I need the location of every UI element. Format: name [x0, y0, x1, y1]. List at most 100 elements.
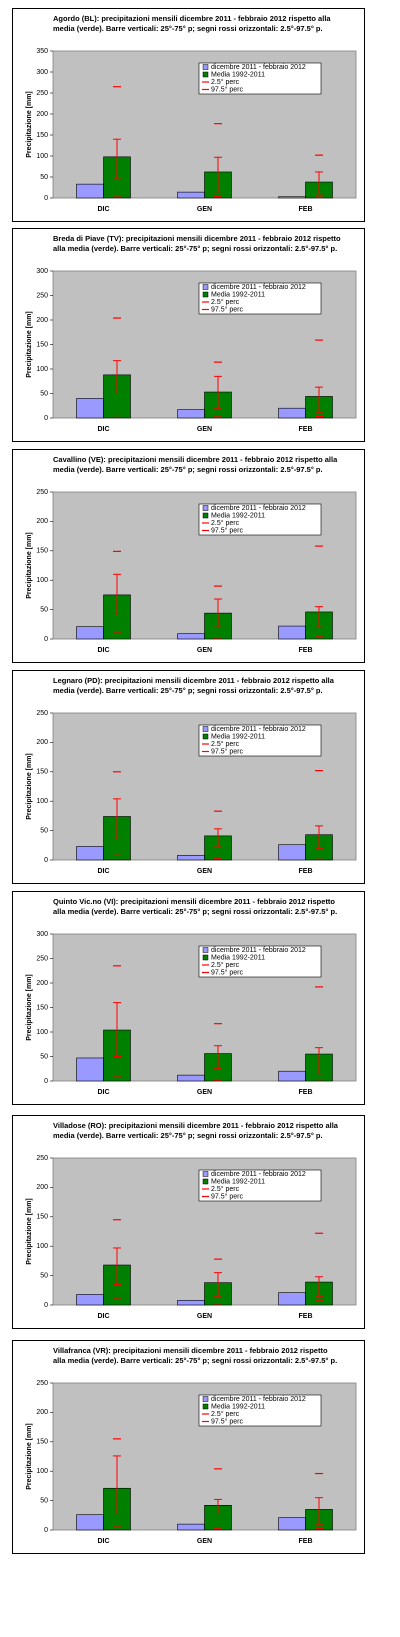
y-tick-label: 100: [36, 1243, 48, 1250]
bar: [76, 1514, 104, 1531]
x-tick-label: FEB: [299, 426, 313, 433]
y-tick-label: 250: [36, 1155, 48, 1162]
y-tick-label: 100: [36, 798, 48, 805]
y-tick-label: 250: [36, 710, 48, 717]
y-axis-label: Precipitazione [mm]: [26, 753, 33, 820]
chart-panel: 0 50 100 150 200 250 Precipitazione [mm] DIC GEN…: [12, 1115, 365, 1329]
bar: [76, 1294, 104, 1306]
bar: [76, 846, 104, 861]
legend: [198, 1169, 322, 1202]
y-tick-label: 150: [36, 132, 48, 139]
legend-label: dicembre 2011 - febbraio 2012: [211, 284, 306, 291]
bar: [177, 1074, 205, 1082]
x-tick-label: FEB: [299, 868, 313, 875]
chart-panel: 0 50 100 150 200 250 Precipitazione [mm] DIC GEN…: [12, 670, 365, 884]
y-tick-label: 50: [40, 390, 48, 397]
legend-swatch: [202, 1171, 209, 1177]
y-tick-label: 300: [36, 268, 48, 275]
y-tick-label: 0: [44, 1527, 48, 1534]
y-tick-label: 50: [40, 827, 48, 834]
chart-panel: 0 50 100 150 200 250 300 Precipitazione [mm] DIC…: [12, 228, 365, 442]
legend-swatch: [202, 505, 209, 511]
y-tick-label: 100: [36, 153, 48, 160]
y-tick-label: 0: [44, 195, 48, 202]
chart: 0 50 100 150 200 250 300 Precipitazione [mm] DIC…: [26, 268, 357, 433]
legend-label: 97.5° perc: [211, 305, 243, 313]
legend-label: 97.5° perc: [211, 85, 243, 93]
legend-label: Media 1992-2011: [211, 1178, 265, 1185]
chart-panel: 0 50 100 150 200 250 300 350 Precipitazione [mm]…: [12, 8, 365, 222]
bar: [278, 625, 306, 640]
x-tick-label: FEB: [299, 1313, 313, 1320]
legend-label: Media 1992-2011: [211, 71, 265, 78]
legend-label: dicembre 2011 - febbraio 2012: [211, 726, 306, 733]
x-tick-label: GEN: [197, 1538, 212, 1545]
y-tick-label: 200: [36, 1409, 48, 1416]
y-tick-label: 250: [36, 1380, 48, 1387]
chart-title: Cavallino (VE): precipitazioni mensili d…: [53, 455, 338, 474]
legend-label: Media 1992-2011: [211, 733, 265, 740]
legend: [198, 724, 322, 757]
y-axis-label: Precipitazione [mm]: [26, 91, 33, 158]
x-tick-label: GEN: [197, 868, 212, 875]
y-tick-label: 350: [36, 48, 48, 55]
y-tick-label: 50: [40, 1272, 48, 1279]
legend-label: 2.5° perc: [211, 519, 240, 527]
x-tick-label: GEN: [197, 1089, 212, 1096]
legend-label: Media 1992-2011: [211, 512, 265, 519]
legend-swatch: [202, 1396, 209, 1402]
x-tick-label: FEB: [299, 1089, 313, 1096]
x-tick-label: DIC: [97, 206, 109, 213]
legend-label: 2.5° perc: [211, 1410, 240, 1418]
y-tick-label: 50: [40, 1053, 48, 1060]
y-tick-label: 200: [36, 739, 48, 746]
chart: 0 50 100 150 200 250 300 Precipitazione [mm] DIC…: [26, 931, 357, 1096]
legend-swatch: [202, 64, 209, 70]
y-tick-label: 200: [36, 1184, 48, 1191]
legend-label: 97.5° perc: [211, 1192, 243, 1200]
legend-swatch: [202, 1178, 209, 1185]
y-axis-label: Precipitazione [mm]: [26, 1198, 33, 1265]
bar: [278, 196, 306, 199]
chart: 0 50 100 150 200 250 Precipitazione [mm] DIC GEN…: [26, 1380, 357, 1545]
x-tick-label: GEN: [197, 206, 212, 213]
x-tick-label: FEB: [299, 206, 313, 213]
legend: [198, 945, 322, 978]
legend-label: 2.5° perc: [211, 298, 240, 306]
y-tick-label: 250: [36, 292, 48, 299]
bar: [278, 407, 306, 419]
y-tick-label: 0: [44, 1302, 48, 1309]
y-tick-label: 150: [36, 1439, 48, 1446]
bar: [278, 1070, 306, 1082]
legend-swatch: [202, 733, 209, 740]
bar: [177, 1523, 205, 1531]
chart-panel: 0 50 100 150 200 250 300 Precipitazione [mm] DIC…: [12, 891, 365, 1105]
x-tick-label: FEB: [299, 1538, 313, 1545]
y-tick-label: 100: [36, 366, 48, 373]
legend-label: Media 1992-2011: [211, 1403, 265, 1410]
legend-label: dicembre 2011 - febbraio 2012: [211, 64, 306, 71]
y-tick-label: 150: [36, 548, 48, 555]
y-tick-label: 250: [36, 90, 48, 97]
x-tick-label: GEN: [197, 426, 212, 433]
legend: [198, 62, 322, 95]
legend-swatch: [202, 726, 209, 732]
legend-label: dicembre 2011 - febbraio 2012: [211, 947, 306, 954]
y-tick-label: 150: [36, 1214, 48, 1221]
y-axis-label: Precipitazione [mm]: [26, 532, 33, 599]
chart-panel: 0 50 100 150 200 250 Precipitazione [mm] DIC GEN…: [12, 1340, 365, 1554]
chart-title: Legnaro (PD): precipitazioni mensili dic…: [53, 676, 334, 695]
bar: [76, 626, 104, 640]
y-tick-label: 150: [36, 1004, 48, 1011]
legend-swatch: [202, 954, 209, 961]
y-tick-label: 0: [44, 636, 48, 643]
y-tick-label: 300: [36, 931, 48, 938]
y-tick-label: 150: [36, 769, 48, 776]
y-tick-label: 0: [44, 1078, 48, 1085]
chart: 0 50 100 150 200 250 Precipitazione [mm] DIC GEN…: [26, 1155, 357, 1320]
legend-label: 97.5° perc: [211, 526, 243, 534]
y-tick-label: 50: [40, 606, 48, 613]
y-tick-label: 0: [44, 415, 48, 422]
chart: 0 50 100 150 200 250 300 350 Precipitazione [mm]…: [26, 48, 357, 213]
